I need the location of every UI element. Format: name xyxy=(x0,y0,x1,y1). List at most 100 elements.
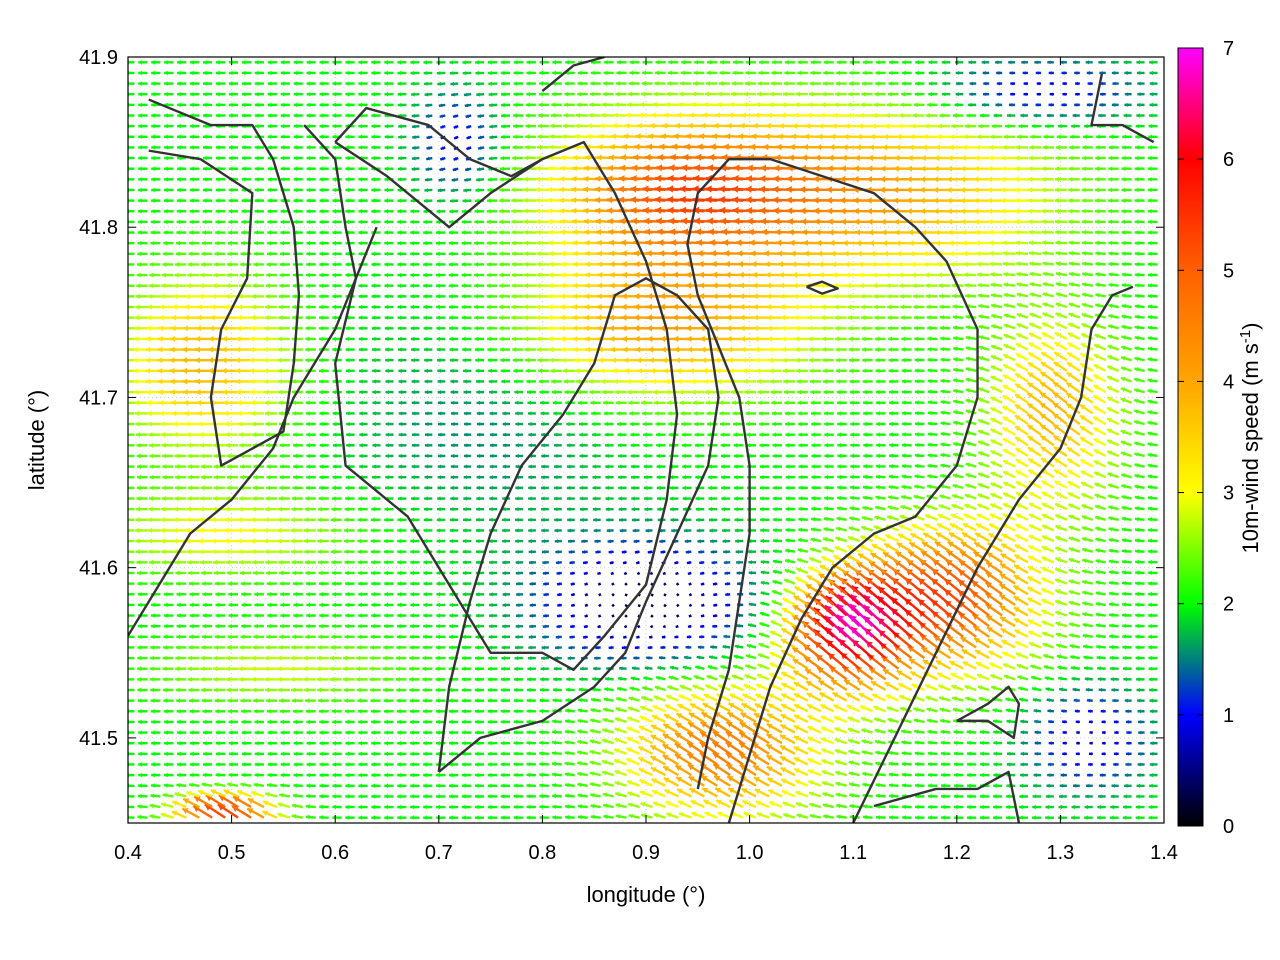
wind-vector-head xyxy=(780,724,787,730)
wind-vector-head xyxy=(564,729,569,735)
wind-vector-head xyxy=(552,740,557,745)
wind-vector-head xyxy=(423,794,427,799)
wind-vector-head xyxy=(888,772,893,777)
wind-vector-head xyxy=(513,783,518,788)
wind-vector-head xyxy=(954,794,958,799)
wind-vector-head xyxy=(1045,794,1050,799)
wind-vector-head xyxy=(914,772,919,778)
wind-vector-head xyxy=(626,758,632,764)
wind-vector-head xyxy=(980,762,984,767)
wind-vector-head xyxy=(552,793,557,799)
wind-vector-head xyxy=(1019,783,1024,788)
wind-vector-head xyxy=(552,761,556,767)
wind-vector-head xyxy=(639,725,645,731)
wind-vector-head xyxy=(650,734,657,741)
wind-vector-head xyxy=(461,730,466,735)
wind-vector-head xyxy=(436,772,440,778)
wind-vector-head xyxy=(700,731,707,738)
wind-vector-head xyxy=(1034,762,1038,767)
wind-vector-head xyxy=(862,814,867,820)
wind-vector-head xyxy=(1073,783,1077,788)
wind-vector-head xyxy=(513,751,518,756)
wind-vector-head xyxy=(1122,815,1127,820)
wind-vector-head xyxy=(1114,741,1118,745)
wind-vector-head xyxy=(500,815,505,820)
wind-vector-head xyxy=(861,750,867,755)
wind-vector-head xyxy=(358,794,363,799)
wind-vector-head xyxy=(164,740,168,746)
wind-vector-head xyxy=(1034,741,1038,746)
wind-vector-head xyxy=(1061,762,1065,767)
wind-vector-head xyxy=(1126,741,1130,746)
wind-vector-head xyxy=(241,730,246,735)
wind-vector-head xyxy=(423,815,427,820)
wind-vector-head xyxy=(183,798,190,805)
wind-vector-head xyxy=(1071,804,1076,810)
wind-vector-head xyxy=(410,783,414,789)
wind-vector-head xyxy=(727,776,734,782)
wind-vector-head xyxy=(849,792,854,798)
wind-vector-head xyxy=(241,772,246,778)
wind-vector-head xyxy=(172,800,178,806)
wind-vector-head xyxy=(794,725,800,731)
wind-vector-head xyxy=(875,761,880,766)
wind-vector-head xyxy=(725,742,733,749)
wind-vector-head xyxy=(915,783,919,788)
wind-vector-head xyxy=(688,776,695,782)
wind-vector-head xyxy=(616,814,621,819)
wind-vector-head xyxy=(306,740,311,746)
wind-vector-head xyxy=(602,781,608,787)
wind-vector-head xyxy=(564,782,569,788)
wind-vector-head xyxy=(755,800,762,806)
wind-vector-head xyxy=(189,772,194,778)
wind-vector-head xyxy=(1102,741,1105,745)
wind-vector-head xyxy=(794,757,800,763)
wind-vector-head xyxy=(848,738,853,744)
wind-vector-head xyxy=(233,796,240,803)
wind-vector-head xyxy=(638,735,645,742)
wind-vector-head xyxy=(1071,815,1075,820)
wind-vector-head xyxy=(319,762,324,767)
wind-vector-head xyxy=(651,724,657,731)
wind-vector-head xyxy=(461,804,466,810)
wind-vector-head xyxy=(293,783,298,788)
wind-vector-head xyxy=(539,761,544,767)
wind-vector-head xyxy=(675,723,682,729)
wind-vector-head xyxy=(539,772,544,778)
wind-vector-head xyxy=(653,801,659,807)
wind-vector-head xyxy=(123,549,127,554)
wind-vector-head xyxy=(319,783,324,788)
wind-vector-head xyxy=(384,804,388,810)
wind-vector-head xyxy=(626,747,632,753)
wind-vector-head xyxy=(539,751,544,756)
wind-vector-head xyxy=(577,804,582,809)
wind-vector-head xyxy=(1046,783,1050,788)
wind-vector-head xyxy=(726,721,733,728)
wind-vector-head xyxy=(345,804,350,810)
wind-vector-head xyxy=(1075,762,1078,767)
wind-vector-head xyxy=(928,783,932,788)
wind-vector-head xyxy=(513,772,518,778)
wind-vector-head xyxy=(449,772,453,778)
wind-vector-head xyxy=(384,794,388,799)
wind-vector-head xyxy=(1149,762,1154,767)
wind-vector-head xyxy=(662,733,669,740)
wind-vector-head xyxy=(240,782,245,788)
wind-vector-head xyxy=(602,770,607,776)
wind-vector-head xyxy=(941,772,945,778)
wind-vector-head xyxy=(807,736,813,742)
wind-vector-head xyxy=(1033,773,1037,778)
wind-vector-head xyxy=(449,804,453,810)
wind-vector-head xyxy=(526,740,531,746)
wind-vector-head xyxy=(626,726,632,732)
wind-vector-head xyxy=(915,804,919,810)
wind-vector-head xyxy=(280,751,285,757)
wind-vector-head xyxy=(487,740,492,746)
wind-vector-head xyxy=(980,804,984,810)
wind-vector-head xyxy=(1101,752,1105,756)
wind-vector-head xyxy=(1100,762,1104,767)
wind-vector-head xyxy=(700,721,708,728)
wind-vector-head xyxy=(688,722,695,729)
wind-vector-head xyxy=(993,794,997,799)
wind-vector-head xyxy=(210,789,217,795)
